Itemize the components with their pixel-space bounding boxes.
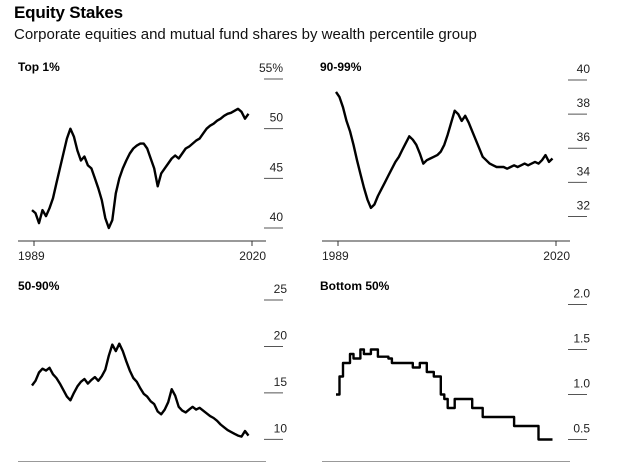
y-tick-label: 0.5 xyxy=(573,422,590,436)
y-tick-label: 40 xyxy=(270,210,284,224)
y-tick-label: 55% xyxy=(259,61,283,75)
y-tick-label: 50 xyxy=(270,111,284,125)
series-line xyxy=(336,348,553,441)
panel-title: 50-90% xyxy=(18,279,60,293)
y-tick-label: 40 xyxy=(577,62,591,76)
y-tick-label: 1.0 xyxy=(573,377,590,391)
y-tick-label: 20 xyxy=(274,328,288,342)
panel-title: 90-99% xyxy=(320,60,362,74)
panel-title: Top 1% xyxy=(18,60,60,74)
y-tick-label: 1.5 xyxy=(573,332,590,346)
series-line xyxy=(31,107,250,230)
y-tick-label: 10 xyxy=(274,421,288,435)
y-tick-label: 38 xyxy=(577,96,591,110)
series-line xyxy=(335,91,554,210)
y-tick-label: 15 xyxy=(274,375,288,389)
x-tick-label: 2020 xyxy=(543,249,570,263)
x-tick-label: 1989 xyxy=(18,249,45,263)
series-line xyxy=(31,342,250,438)
y-tick-label: 25 xyxy=(274,282,288,296)
x-tick-label: 2020 xyxy=(239,249,266,263)
chart-subtitle: Corporate equities and mutual fund share… xyxy=(14,26,477,43)
x-tick-label: 1989 xyxy=(322,249,349,263)
panel-title: Bottom 50% xyxy=(320,279,390,293)
y-tick-label: 36 xyxy=(577,130,591,144)
y-tick-label: 45 xyxy=(270,160,284,174)
y-tick-label: 34 xyxy=(577,164,591,178)
chart-title: Equity Stakes xyxy=(14,3,123,22)
y-tick-label: 2.0 xyxy=(573,287,590,301)
y-tick-label: 32 xyxy=(577,198,591,212)
